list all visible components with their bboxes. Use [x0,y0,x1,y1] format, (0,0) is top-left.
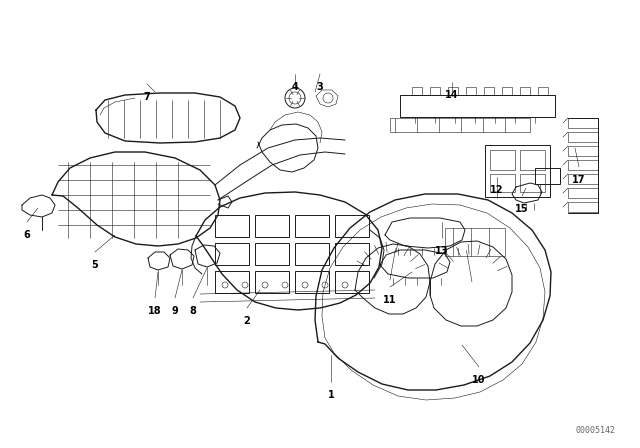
Text: 9: 9 [172,306,179,316]
Bar [390,118,530,132]
Bar [335,271,369,293]
Text: 5: 5 [92,260,99,270]
Bar [568,202,598,212]
Bar [448,87,458,95]
Bar [568,146,598,156]
Bar [568,188,598,198]
Bar [445,228,505,256]
Text: 3: 3 [317,82,323,92]
Text: 1: 1 [328,390,334,400]
Text: 17: 17 [572,175,586,185]
Bar [335,215,369,237]
Bar [568,132,598,142]
Bar [295,243,329,265]
Bar [255,271,289,293]
Bar [490,150,515,170]
Text: 12: 12 [490,185,504,195]
Bar [400,95,555,117]
Bar [568,174,598,184]
Text: 10: 10 [472,375,486,385]
Bar [538,87,548,95]
Text: 4: 4 [292,82,298,92]
Text: 6: 6 [24,230,30,240]
Bar [568,118,598,128]
Text: 2: 2 [244,316,250,326]
Bar [215,271,249,293]
Text: 14: 14 [445,90,459,100]
Bar [520,87,530,95]
Text: 11: 11 [383,295,397,305]
Bar [295,271,329,293]
Bar [484,87,494,95]
Bar [255,215,289,237]
Bar [412,87,422,95]
Text: 13: 13 [435,246,449,256]
Bar [485,145,550,197]
Bar [430,87,440,95]
Bar [215,243,249,265]
Bar [520,174,545,192]
Bar [215,215,249,237]
Text: 7: 7 [143,92,150,102]
Bar [520,150,545,170]
Text: 00005142: 00005142 [575,426,615,435]
Bar [568,160,598,170]
Bar [335,243,369,265]
Bar [490,174,515,192]
Bar [255,243,289,265]
Text: 18: 18 [148,306,162,316]
Text: 15: 15 [515,204,529,214]
Bar [466,87,476,95]
Bar [295,215,329,237]
Text: 8: 8 [189,306,196,316]
Bar [502,87,512,95]
Bar [535,168,560,184]
